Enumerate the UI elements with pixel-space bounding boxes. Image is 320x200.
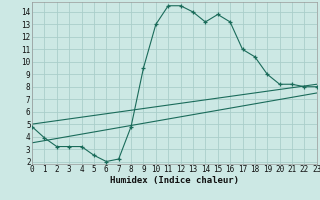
X-axis label: Humidex (Indice chaleur): Humidex (Indice chaleur) xyxy=(110,176,239,185)
